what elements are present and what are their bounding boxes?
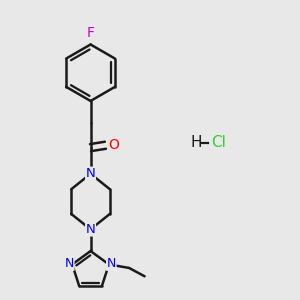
Text: N: N <box>106 257 116 270</box>
Text: H: H <box>190 135 202 150</box>
Text: N: N <box>86 223 95 236</box>
Text: N: N <box>86 167 95 180</box>
Text: N: N <box>64 257 74 270</box>
Text: F: F <box>87 26 94 40</box>
Text: O: O <box>108 138 119 152</box>
Text: Cl: Cl <box>211 135 226 150</box>
